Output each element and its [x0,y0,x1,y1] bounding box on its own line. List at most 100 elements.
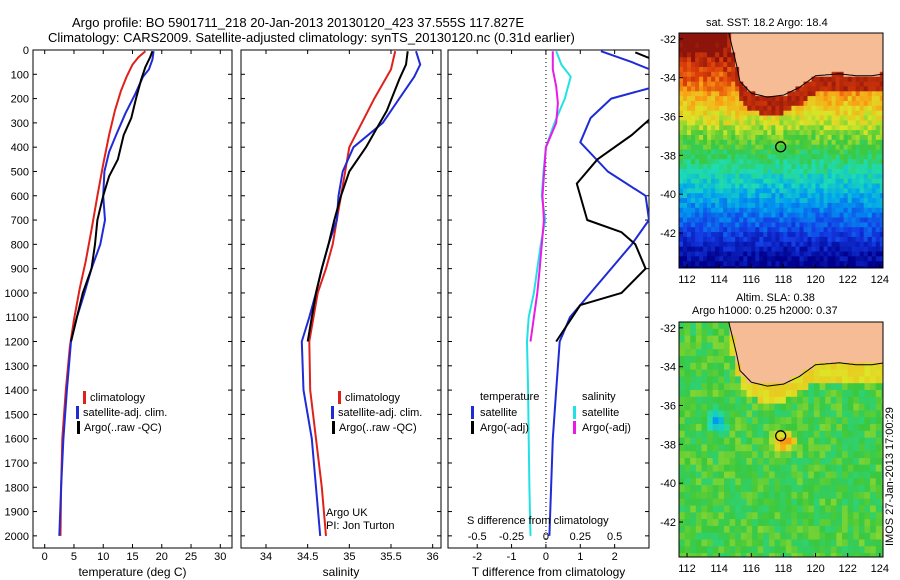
map-cell [875,159,881,165]
credit-line-2: PI: Jon Turton [326,520,394,532]
map-cell [875,222,881,228]
map-cell [851,47,857,54]
map-cell [836,369,843,377]
map-cell [679,464,686,473]
map-cell [687,91,692,97]
map-cell [867,91,873,97]
map-cell [813,383,821,391]
x-tick-label: 0 [543,551,549,563]
map-cell [769,376,776,384]
map-cell [715,236,720,243]
map-cell [687,256,692,262]
map-cell [811,33,817,39]
map-cell [879,105,883,112]
map-cell [831,120,837,126]
map-cell [847,52,853,58]
map-cell [787,207,792,214]
map-cell [735,539,742,547]
map-cell [723,202,728,209]
map-cell [830,383,837,391]
map-cell [747,154,752,160]
map-cell [743,232,748,238]
map-cell [715,81,720,88]
map-cell [755,217,760,223]
map-cell [808,356,815,364]
map-cell [715,125,720,131]
map-cell [803,178,809,185]
map-cell [875,251,881,257]
map-cell [839,81,845,88]
map-cell [711,144,716,151]
map-cell [735,546,742,554]
map-cell [879,183,883,189]
map-cell [743,188,748,194]
lat-tick-label: -36 [660,401,676,413]
map-cell [684,356,691,364]
map-cell [718,546,725,554]
map-cell [683,169,688,175]
map-cell [699,96,704,102]
map-cell [839,198,845,204]
map-cell [735,232,740,238]
map-cell [747,57,752,63]
map-cell [787,120,792,126]
map-cell [855,198,861,204]
sst-map-axes: 112 114 116 118 120 122 124-32-34-36-38-40-42 [660,34,889,286]
map-cell [831,149,837,155]
map-cell [853,430,860,439]
map-cell [743,110,748,117]
map-cell [711,261,716,267]
depth-tick-label: 1900 [5,507,29,519]
map-cell [870,424,877,432]
map-cell [769,430,776,439]
map-cell [690,349,697,357]
map-cell [731,212,736,219]
map-cell [727,115,732,121]
map-cell [687,67,692,73]
map-cell [791,37,796,44]
map-cell [718,437,725,445]
map-cell [679,47,684,54]
map-cell [679,424,686,432]
map-cell [707,62,712,68]
map-cell [819,251,825,257]
map-cell [783,212,788,219]
map-cell [787,76,792,83]
map-cell [831,251,837,257]
map-cell [811,125,817,131]
map-cell [735,135,740,141]
map-cell [724,512,731,520]
map-cell [830,424,837,432]
map-cell [695,525,703,534]
map-cell [864,390,871,398]
map-cell [831,261,837,267]
map-cell [695,159,700,165]
map-cell [691,198,696,204]
map-cell [867,42,873,49]
map-cell [830,546,837,554]
map-cell [811,91,817,97]
series-line [70,50,154,342]
map-cell [679,67,684,73]
map-cell [787,227,792,233]
map-cell [867,76,873,83]
map-cell [774,424,781,432]
map-cell [799,173,805,180]
map-cell [851,86,857,92]
map-cell [729,505,736,513]
map-cell [701,539,708,547]
map-cell [746,403,753,411]
map-cell [699,222,704,228]
map-cell [875,115,881,121]
map-cell [867,154,873,160]
map-cell [715,198,720,204]
map-cell [813,491,821,500]
map-cell [807,144,813,151]
map-cell [859,198,865,204]
map-cell [719,236,724,243]
map-cell [859,33,865,39]
map-cell [811,52,817,58]
map-cell [755,154,760,160]
map-cell [755,236,760,243]
map-cell [780,356,787,364]
